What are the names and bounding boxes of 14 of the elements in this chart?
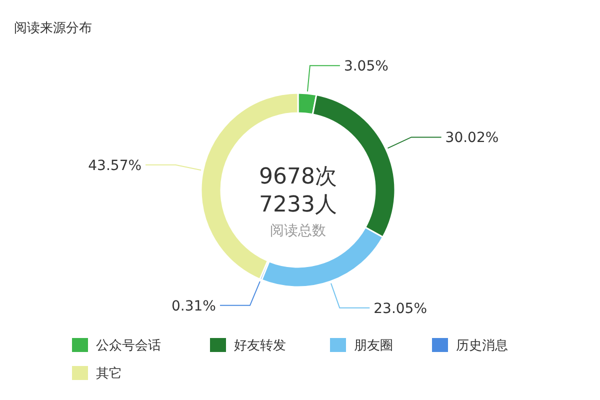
legend-label: 好友转发 (234, 338, 286, 354)
legend-label: 其它 (96, 366, 122, 382)
text: 7233人 (259, 192, 337, 218)
text: 阅读总数 (270, 222, 326, 239)
chart-title: 阅读来源分布 (14, 21, 92, 36)
data-label: 0.31% (172, 298, 216, 314)
data-label: 3.05% (344, 58, 388, 74)
legend-label: 历史消息 (456, 338, 508, 354)
legend-label: 公众号会话 (96, 338, 161, 354)
text: 9678次 (259, 164, 337, 190)
data-label: 30.02% (445, 130, 499, 146)
legend-label: 朋友圈 (354, 338, 393, 354)
data-label: 23.05% (374, 300, 428, 317)
data-label: 43.57% (88, 158, 142, 174)
